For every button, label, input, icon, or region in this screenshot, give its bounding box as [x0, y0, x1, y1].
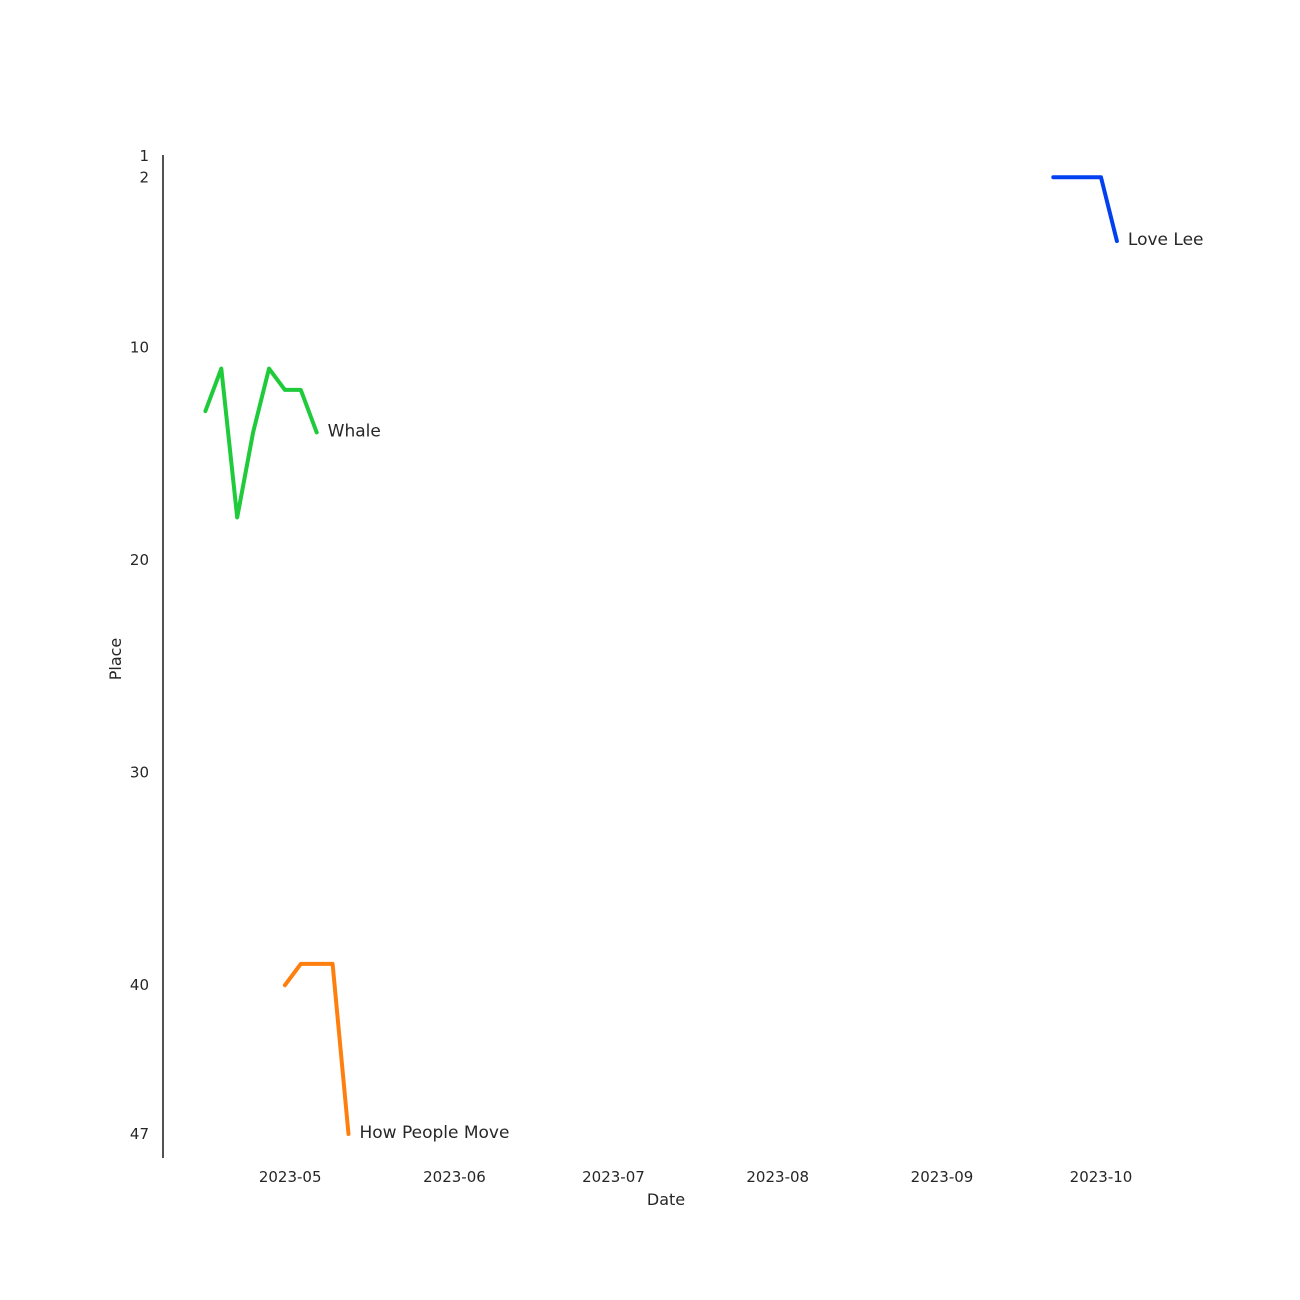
- y-tick-label: 1: [139, 147, 149, 165]
- series-group: Whale How People Move Love Lee: [203, 175, 1204, 1143]
- series-label: How People Move: [359, 1123, 509, 1143]
- x-tick-label: 2023-07: [582, 1168, 645, 1186]
- y-axis-label: Place: [106, 638, 125, 681]
- x-tick-label: 2023-08: [746, 1168, 809, 1186]
- series-line-how-people-move: [282, 961, 351, 1136]
- series-label: Love Lee: [1128, 230, 1204, 250]
- x-tick-label: 2023-10: [1070, 1168, 1133, 1186]
- x-tick-label: 2023-06: [423, 1168, 486, 1186]
- x-tick-label: 2023-09: [911, 1168, 974, 1186]
- x-tick-labels: 2023-05 2023-06 2023-07 2023-08 2023-09 2023-…: [259, 1168, 1133, 1186]
- y-tick-label: 2: [139, 168, 149, 186]
- series-line-whale: [203, 366, 319, 520]
- y-tick-labels: 1 2 10 20 30 40 47: [130, 147, 149, 1143]
- y-tick-label: 20: [130, 551, 149, 569]
- y-tick-label: 30: [130, 764, 149, 782]
- x-tick-label: 2023-05: [259, 1168, 322, 1186]
- y-tick-label: 10: [130, 338, 149, 356]
- x-axis-label: Date: [647, 1190, 685, 1209]
- series-line-love-lee: [1051, 175, 1119, 243]
- series-label: Whale: [328, 421, 381, 441]
- y-tick-label: 47: [130, 1125, 149, 1143]
- y-tick-label: 40: [130, 976, 149, 994]
